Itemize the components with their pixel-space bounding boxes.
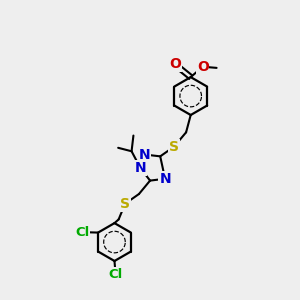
Text: N: N (134, 161, 146, 175)
Text: O: O (169, 57, 181, 71)
Text: Cl: Cl (109, 268, 123, 281)
Text: N: N (159, 172, 171, 186)
Text: Cl: Cl (75, 226, 89, 238)
Text: S: S (169, 140, 179, 154)
Text: N: N (139, 148, 150, 161)
Text: S: S (120, 197, 130, 211)
Text: O: O (197, 60, 209, 74)
